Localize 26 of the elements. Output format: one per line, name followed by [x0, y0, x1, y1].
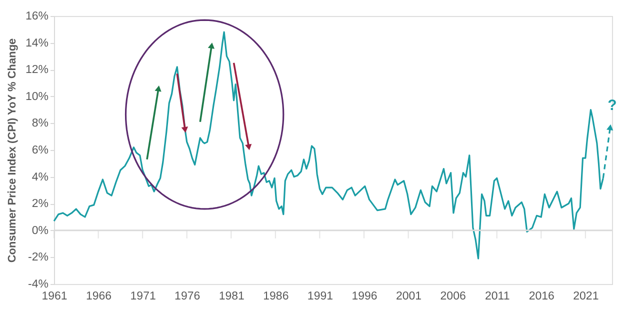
y-tick-label: 8% [32, 118, 48, 130]
x-tick-label: 1986 [263, 290, 289, 302]
x-tick-label: 2021 [573, 290, 599, 302]
y-tick-label: 10% [25, 90, 48, 103]
y-tick-label: 14% [25, 37, 48, 50]
x-tick-label: 2006 [440, 290, 466, 302]
x-tick-label: 1981 [218, 290, 244, 302]
y-tick-label: -4% [28, 278, 48, 290]
x-tick-label: 1996 [352, 290, 378, 302]
x-tick-label: 1991 [307, 290, 334, 302]
x-tick-label: 1961 [42, 290, 68, 302]
x-tick-label: 1971 [130, 290, 156, 302]
y-tick-label: 12% [25, 64, 48, 76]
y-tick-label: 0% [32, 224, 48, 237]
annotation: ? [608, 97, 617, 114]
x-tick-label: 1966 [86, 290, 112, 302]
y-axis-title: Consumer Price Index (CPI) YoY % Change [6, 38, 18, 263]
y-tick-label: 4% [32, 171, 48, 184]
y-tick-label: 2% [32, 198, 48, 210]
x-tick-label: 2011 [484, 290, 510, 302]
x-tick-label: 2001 [396, 290, 422, 302]
y-tick-label: 6% [32, 144, 48, 156]
x-tick-label: 1976 [174, 290, 200, 302]
y-tick-label: 16% [25, 10, 48, 22]
x-tick-label: 2016 [528, 290, 554, 302]
y-tick-label: -2% [28, 252, 48, 264]
